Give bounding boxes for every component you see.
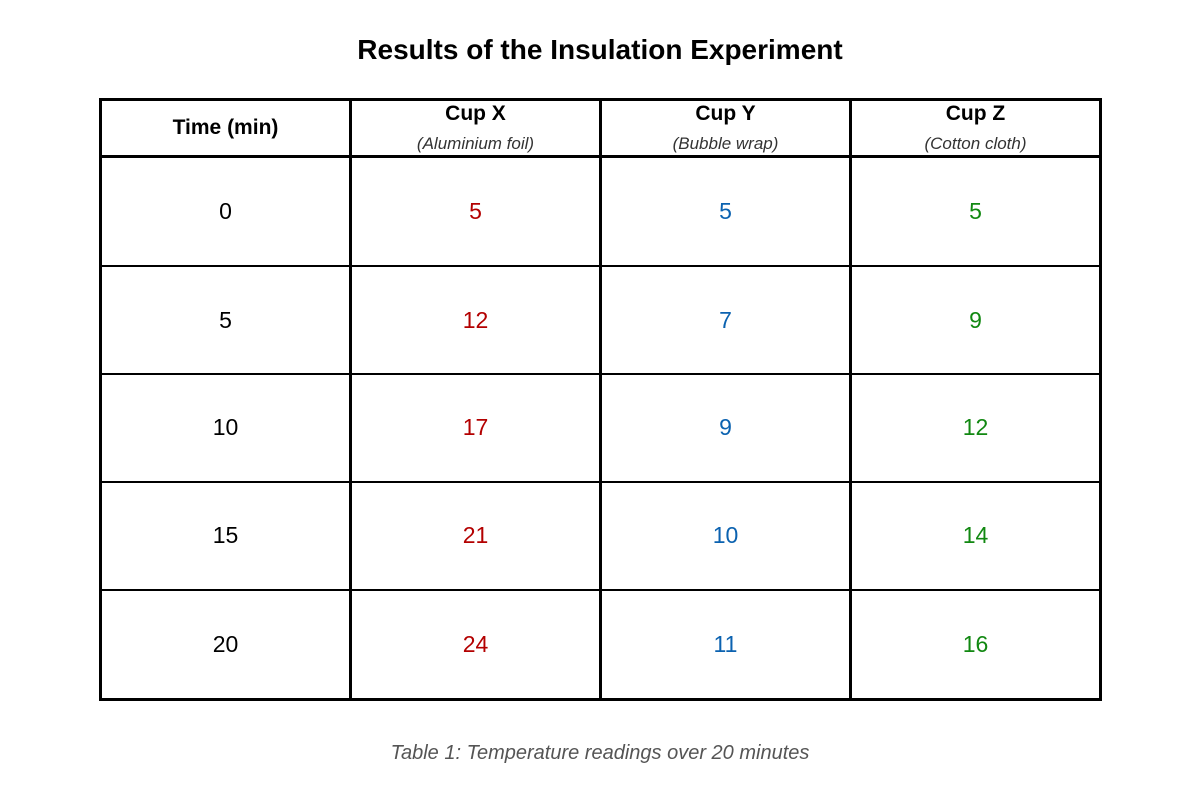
cup-z-name: Cup Z <box>945 102 1006 125</box>
time-cell: 10 <box>99 373 352 483</box>
table-row: 5 12 7 9 <box>99 265 1102 376</box>
header-cup-z: Cup Z (Cotton cloth) <box>849 98 1102 158</box>
cup-y-value: 10 <box>599 480 852 591</box>
cup-z-value: 9 <box>849 265 1102 376</box>
cup-x-value: 21 <box>349 480 602 591</box>
cup-y-value: 5 <box>599 155 852 268</box>
cup-y-material: (Bubble wrap) <box>672 134 779 153</box>
cup-x-value: 24 <box>349 588 602 701</box>
cup-z-value: 12 <box>849 373 1102 483</box>
cup-y-value: 9 <box>599 373 852 483</box>
cup-x-value: 12 <box>349 265 602 376</box>
table-caption: Table 1: Temperature readings over 20 mi… <box>390 742 810 764</box>
time-cell: 15 <box>99 480 352 591</box>
cup-x-value: 5 <box>349 155 602 268</box>
header-row: Time (min) Cup X (Aluminium foil) Cup Y … <box>99 98 1102 158</box>
cup-z-material: (Cotton cloth) <box>924 134 1027 153</box>
header-cup-y: Cup Y (Bubble wrap) <box>599 98 852 158</box>
cup-y-name: Cup Y <box>695 102 756 125</box>
cup-z-value: 14 <box>849 480 1102 591</box>
header-cup-x: Cup X (Aluminium foil) <box>349 98 602 158</box>
cup-x-material: (Aluminium foil) <box>416 134 535 153</box>
cup-z-value: 5 <box>849 155 1102 268</box>
time-cell: 20 <box>99 588 352 701</box>
table-row: 20 24 11 16 <box>99 588 1102 701</box>
header-time: Time (min) <box>99 98 352 158</box>
chart-title: Results of the Insulation Experiment <box>357 34 843 65</box>
results-table: Time (min) Cup X (Aluminium foil) Cup Y … <box>99 98 1102 701</box>
table-row: 0 5 5 5 <box>99 155 1102 268</box>
cup-y-value: 11 <box>599 588 852 701</box>
table-row: 15 21 10 14 <box>99 480 1102 591</box>
cup-y-value: 7 <box>599 265 852 376</box>
time-cell: 0 <box>99 155 352 268</box>
time-cell: 5 <box>99 265 352 376</box>
cup-x-value: 17 <box>349 373 602 483</box>
table-row: 10 17 9 12 <box>99 373 1102 483</box>
cup-z-value: 16 <box>849 588 1102 701</box>
cup-x-name: Cup X <box>445 102 506 125</box>
